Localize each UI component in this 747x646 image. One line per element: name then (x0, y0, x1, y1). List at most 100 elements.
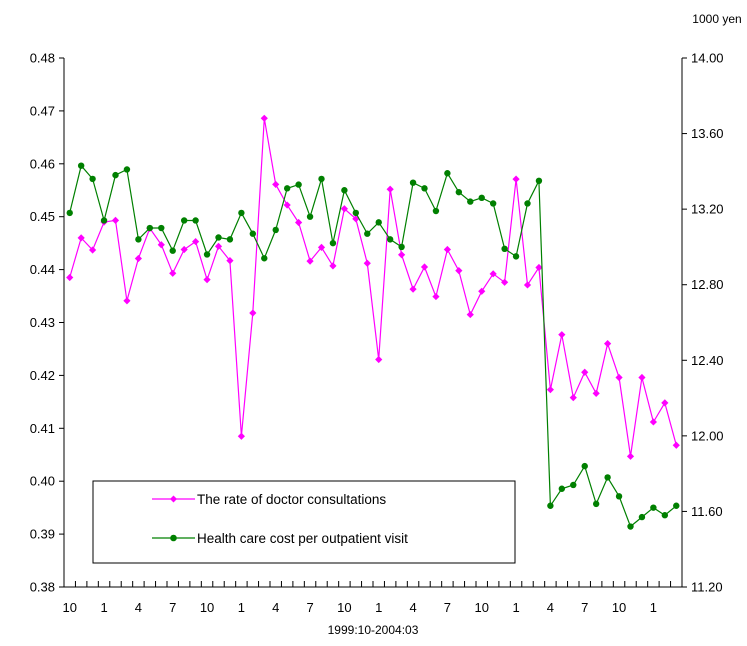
left-tick-label: 0.47 (30, 103, 55, 118)
data-point-cost (398, 243, 405, 251)
x-tick-label: 7 (169, 600, 176, 615)
data-point-cost (455, 188, 463, 196)
x-tick-label: 10 (474, 600, 488, 615)
data-point-cost (283, 185, 291, 192)
legend-marker-cost (170, 534, 177, 542)
data-point-consultations (363, 259, 371, 267)
data-point-consultations (249, 309, 257, 317)
x-tick-label: 4 (135, 600, 142, 615)
data-point-cost (135, 236, 142, 243)
data-point-cost (100, 217, 108, 224)
data-point-consultations (558, 331, 566, 339)
right-tick-label: 11.60 (691, 504, 723, 519)
data-point-consultations (420, 263, 429, 271)
data-point-consultations (329, 262, 337, 270)
data-point-cost (66, 209, 73, 217)
x-tick-label: 1 (238, 600, 245, 615)
data-point-cost (295, 181, 302, 188)
data-point-consultations (375, 355, 383, 364)
data-point-consultations (77, 234, 85, 242)
data-point-cost (226, 236, 234, 243)
data-point-cost (547, 502, 554, 509)
data-point-consultations (89, 246, 97, 254)
data-point-cost (627, 523, 634, 530)
right-tick-label: 13.20 (691, 202, 724, 217)
data-point-consultations (489, 270, 497, 278)
data-point-cost (386, 236, 394, 243)
data-point-consultations (295, 218, 303, 227)
right-tick-label: 12.00 (691, 428, 724, 443)
data-point-consultations (237, 432, 245, 440)
right-axis-unit: 1000 yen (692, 12, 741, 26)
data-point-consultations (283, 201, 291, 209)
left-tick-label: 0.44 (30, 262, 55, 277)
left-tick-label: 0.40 (30, 474, 55, 489)
data-point-cost (364, 230, 371, 237)
x-tick-label: 7 (581, 600, 588, 615)
left-tick-label: 0.42 (30, 368, 55, 383)
data-point-cost (180, 217, 188, 224)
data-point-consultations (501, 278, 509, 286)
data-point-cost (570, 481, 577, 489)
x-tick-label: 7 (306, 600, 313, 615)
data-point-consultations (581, 368, 589, 376)
data-point-consultations (306, 257, 314, 265)
data-point-consultations (455, 267, 463, 275)
left-tick-label: 0.41 (30, 421, 55, 436)
legend-marker-consultations (170, 495, 177, 503)
data-point-consultations (386, 185, 394, 193)
data-point-cost (501, 245, 508, 253)
legend: The rate of doctor consultations Health … (92, 480, 516, 564)
right-tick-label: 14.00 (691, 51, 724, 66)
data-point-cost (318, 175, 325, 183)
data-point-consultations (672, 441, 680, 449)
x-tick-label: 1 (100, 600, 107, 615)
data-point-consultations (432, 292, 440, 301)
data-point-cost (467, 198, 474, 205)
data-point-cost (249, 230, 257, 237)
series-line-consultations (69, 118, 677, 457)
data-point-cost (352, 209, 360, 217)
x-tick-label: 4 (409, 600, 416, 615)
data-point-cost (432, 207, 440, 215)
data-point-cost (146, 224, 154, 232)
data-point-consultations (466, 310, 474, 319)
data-point-cost (604, 474, 611, 481)
data-point-cost (192, 217, 199, 224)
x-tick-label: 10 (337, 600, 351, 615)
data-point-cost (638, 513, 646, 521)
data-point-consultations (66, 273, 74, 282)
data-point-consultations (615, 373, 623, 382)
data-point-cost (661, 512, 669, 519)
data-point-consultations (626, 452, 635, 460)
x-axis: 10 1 4 7 10 1 4 7 10 1 4 7 10 1 4 7 10 1 (62, 581, 683, 615)
data-point-consultations (214, 242, 223, 250)
data-point-cost (169, 247, 176, 254)
data-point-cost (581, 462, 588, 470)
data-point-cost (524, 200, 531, 207)
left-tick-label: 0.45 (30, 209, 55, 224)
data-point-consultations (340, 205, 348, 213)
data-point-cost (238, 209, 245, 217)
data-point-cost (306, 213, 314, 220)
data-point-consultations (604, 340, 612, 348)
data-point-consultations (123, 297, 131, 305)
left-tick-label: 0.43 (30, 315, 55, 330)
x-tick-label: 10 (200, 600, 214, 615)
data-point-cost (615, 493, 623, 500)
legend-box (92, 480, 516, 564)
legend-label-consultations: The rate of doctor consultations (197, 492, 386, 507)
data-point-cost (261, 255, 268, 262)
left-tick-label: 0.48 (30, 51, 55, 66)
data-point-cost (650, 504, 657, 511)
data-point-consultations (226, 257, 234, 265)
data-point-consultations (203, 276, 211, 284)
data-point-consultations (569, 394, 577, 402)
left-y-axis: 0.38 0.39 0.40 0.41 0.42 0.43 0.44 0.45 0.46 0.47… (30, 51, 64, 595)
data-point-cost (272, 226, 279, 234)
data-point-consultations (661, 399, 669, 407)
right-y-axis: 11.20 11.60 12.00 12.40 12.80 13.20 13.60 14.00 (682, 51, 724, 595)
data-point-cost (123, 166, 131, 173)
x-tick-label: 4 (272, 600, 279, 615)
